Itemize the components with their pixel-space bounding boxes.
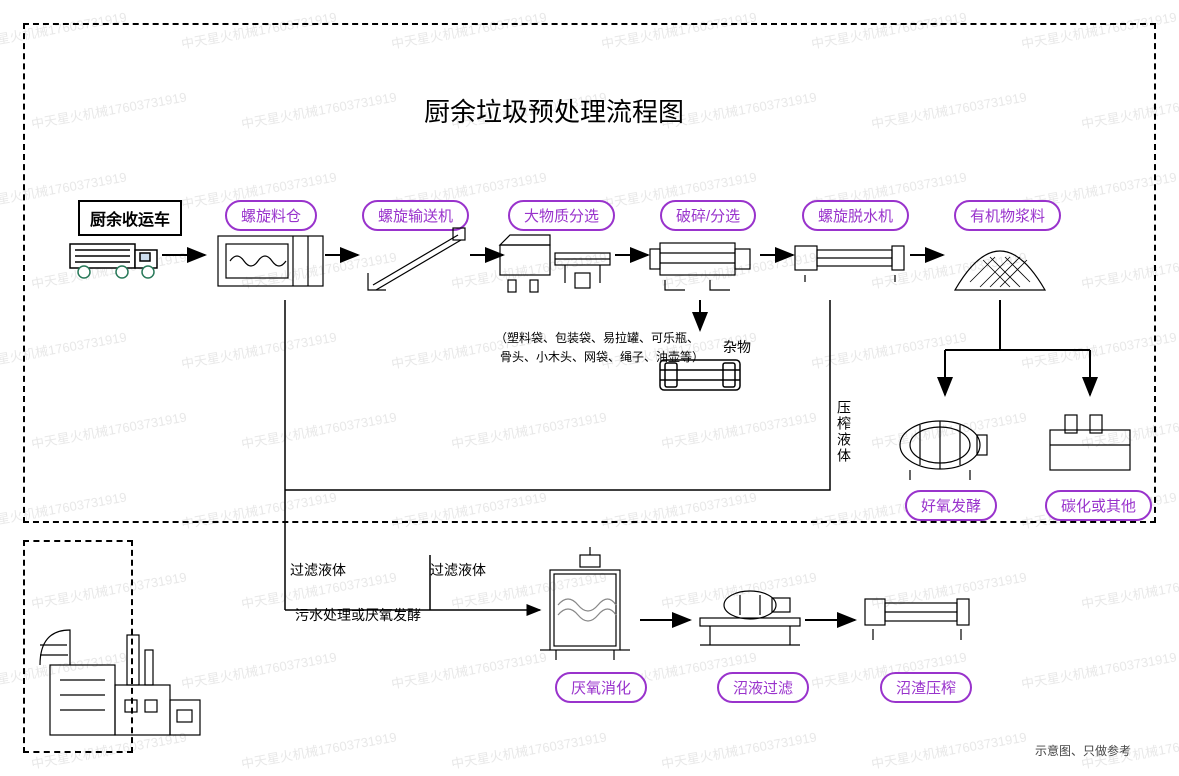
footer-note: 示意图、只做参考 bbox=[1035, 742, 1131, 759]
pressliq-label: 压榨液体 bbox=[834, 400, 854, 464]
pill-conveyor: 螺旋输送机 bbox=[362, 200, 469, 231]
pill-slurry: 有机物浆料 bbox=[954, 200, 1061, 231]
filtliq1-label: 过滤液体 bbox=[290, 560, 346, 580]
pill-sorter: 大物质分选 bbox=[508, 200, 615, 231]
pill-silo: 螺旋料仓 bbox=[225, 200, 317, 231]
pill-filter: 沼液过滤 bbox=[717, 672, 809, 703]
pill-anaerobic: 厌氧消化 bbox=[555, 672, 647, 703]
misc-label: 杂物 bbox=[723, 337, 751, 357]
press-icon bbox=[865, 599, 969, 640]
truck-label-box: 厨余收运车 bbox=[78, 200, 182, 236]
pill-dewater: 螺旋脱水机 bbox=[802, 200, 909, 231]
aux-border bbox=[23, 540, 133, 753]
anaerobic-icon bbox=[540, 547, 630, 660]
diagram-title: 厨余垃圾预处理流程图 bbox=[424, 92, 684, 129]
pill-aerobic: 好氧发酵 bbox=[905, 490, 997, 521]
misc-desc-1: （塑料袋、包装袋、易拉罐、可乐瓶、 bbox=[495, 329, 699, 346]
filter-icon bbox=[700, 591, 800, 645]
sewage-label: 污水处理或厌氧发酵 bbox=[295, 605, 421, 625]
misc-desc-2: 骨头、小木头、网袋、绳子、油壶等） bbox=[500, 348, 704, 365]
pill-crusher: 破碎/分选 bbox=[660, 200, 756, 231]
pill-carbon: 碳化或其他 bbox=[1045, 490, 1152, 521]
pill-press: 沼渣压榨 bbox=[880, 672, 972, 703]
filtliq2-label: 过滤液体 bbox=[430, 560, 486, 580]
